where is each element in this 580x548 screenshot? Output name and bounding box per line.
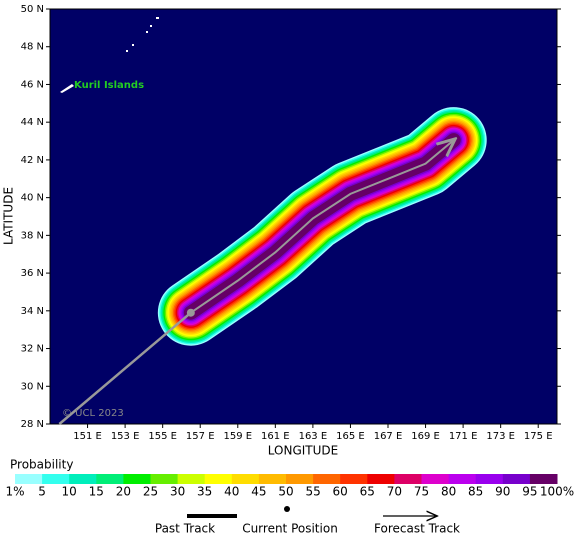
colorbar-label: 5 (38, 485, 46, 499)
x-tick-label: 155 E (148, 431, 177, 442)
colorbar-segment (367, 474, 395, 484)
x-tick-label: 159 E (223, 431, 252, 442)
colorbar-label: 1% (5, 485, 24, 499)
colorbar-label: 55 (305, 485, 320, 499)
colorbar-label: 35 (197, 485, 212, 499)
colorbar-segment (15, 474, 43, 484)
colorbar-label: 85 (468, 485, 483, 499)
y-tick-label: 38 N (21, 230, 44, 241)
colorbar-label: 70 (387, 485, 402, 499)
y-tick-label: 32 N (21, 344, 44, 355)
colorbar-segment (448, 474, 477, 484)
y-tick-label: 42 N (21, 155, 44, 166)
legend-label: Current Position (242, 522, 338, 536)
x-tick-label: 175 E (524, 431, 553, 442)
forecast-track (190, 140, 454, 314)
y-tick-label: 44 N (21, 117, 44, 128)
colorbar-label: 80 (441, 485, 456, 499)
colorbar-segment (394, 474, 422, 484)
colorbar-label: 45 (251, 485, 266, 499)
x-tick-label: 153 E (111, 431, 140, 442)
y-axis-label: LATITUDE (2, 187, 16, 245)
place-label: Kuril Islands (74, 80, 144, 91)
colorbar-segment (529, 474, 558, 484)
x-tick-label: 167 E (374, 431, 403, 442)
colorbar-label: 100% (540, 485, 574, 499)
colorbar-segment (69, 474, 97, 484)
y-tick-label: 40 N (21, 193, 44, 204)
colorbar-label: 95 (522, 485, 537, 499)
colorbar-label: 25 (143, 485, 158, 499)
copyright: © UCL 2023 (62, 408, 124, 419)
y-tick-label: 50 N (21, 4, 44, 15)
colorbar-segment (231, 474, 260, 484)
colorbar-segment (42, 474, 70, 484)
colorbar-segment (258, 474, 287, 484)
y-tick-label: 34 N (21, 306, 44, 317)
colorbar-label: 20 (116, 485, 131, 499)
colorbar-label: 60 (333, 485, 348, 499)
colorbar-segment (286, 474, 314, 484)
colorbar-segment (150, 474, 179, 484)
y-tick-label: 30 N (21, 381, 44, 392)
x-tick-label: 173 E (486, 431, 515, 442)
colorbar-title: Probability (10, 458, 73, 472)
colorbar-segment (204, 474, 233, 484)
y-tick-label: 46 N (21, 79, 44, 90)
current-position-symbol (284, 506, 290, 512)
current-position (186, 308, 195, 317)
colorbar-label: 90 (495, 485, 510, 499)
colorbar-segment (421, 474, 450, 484)
past-track (58, 311, 192, 425)
legend-label: Forecast Track (374, 522, 460, 536)
colorbar-segment (313, 474, 341, 484)
x-tick-label: 163 E (299, 431, 328, 442)
colorbar-segment (177, 474, 206, 484)
x-axis-label: LONGITUDE (268, 444, 338, 458)
colorbar-label: 65 (360, 485, 375, 499)
colorbar-label: 40 (224, 485, 239, 499)
x-tick-label: 165 E (336, 431, 365, 442)
x-tick-label: 157 E (186, 431, 215, 442)
colorbar-segment (340, 474, 368, 484)
x-tick-label: 171 E (449, 431, 478, 442)
x-tick-label: 169 E (411, 431, 440, 442)
kuril-islands-shape (60, 17, 159, 93)
colorbar-label: 75 (414, 485, 429, 499)
y-tick-label: 48 N (21, 42, 44, 53)
colorbar-segment (123, 474, 151, 484)
colorbar-segment (475, 474, 504, 484)
legend-label: Past Track (155, 522, 215, 536)
y-tick-label: 28 N (21, 419, 44, 430)
colorbar-label: 10 (62, 485, 77, 499)
x-tick-label: 161 E (261, 431, 290, 442)
plot-frame (49, 8, 558, 425)
x-tick-label: 151 E (73, 431, 102, 442)
colorbar-segment (96, 474, 124, 484)
colorbar-label: 50 (278, 485, 293, 499)
colorbar-label: 30 (170, 485, 185, 499)
colorbar-segment (502, 474, 531, 484)
colorbar-label: 15 (89, 485, 104, 499)
y-tick-label: 36 N (21, 268, 44, 279)
